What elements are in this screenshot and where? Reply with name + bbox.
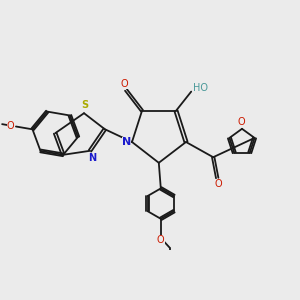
Text: N: N xyxy=(122,137,131,147)
Text: O: O xyxy=(7,121,15,130)
Text: O: O xyxy=(215,178,223,189)
Text: O: O xyxy=(120,80,128,89)
Text: S: S xyxy=(81,100,88,110)
Text: O: O xyxy=(157,236,165,245)
Text: N: N xyxy=(88,153,96,163)
Text: HO: HO xyxy=(193,82,208,93)
Text: O: O xyxy=(237,117,245,128)
